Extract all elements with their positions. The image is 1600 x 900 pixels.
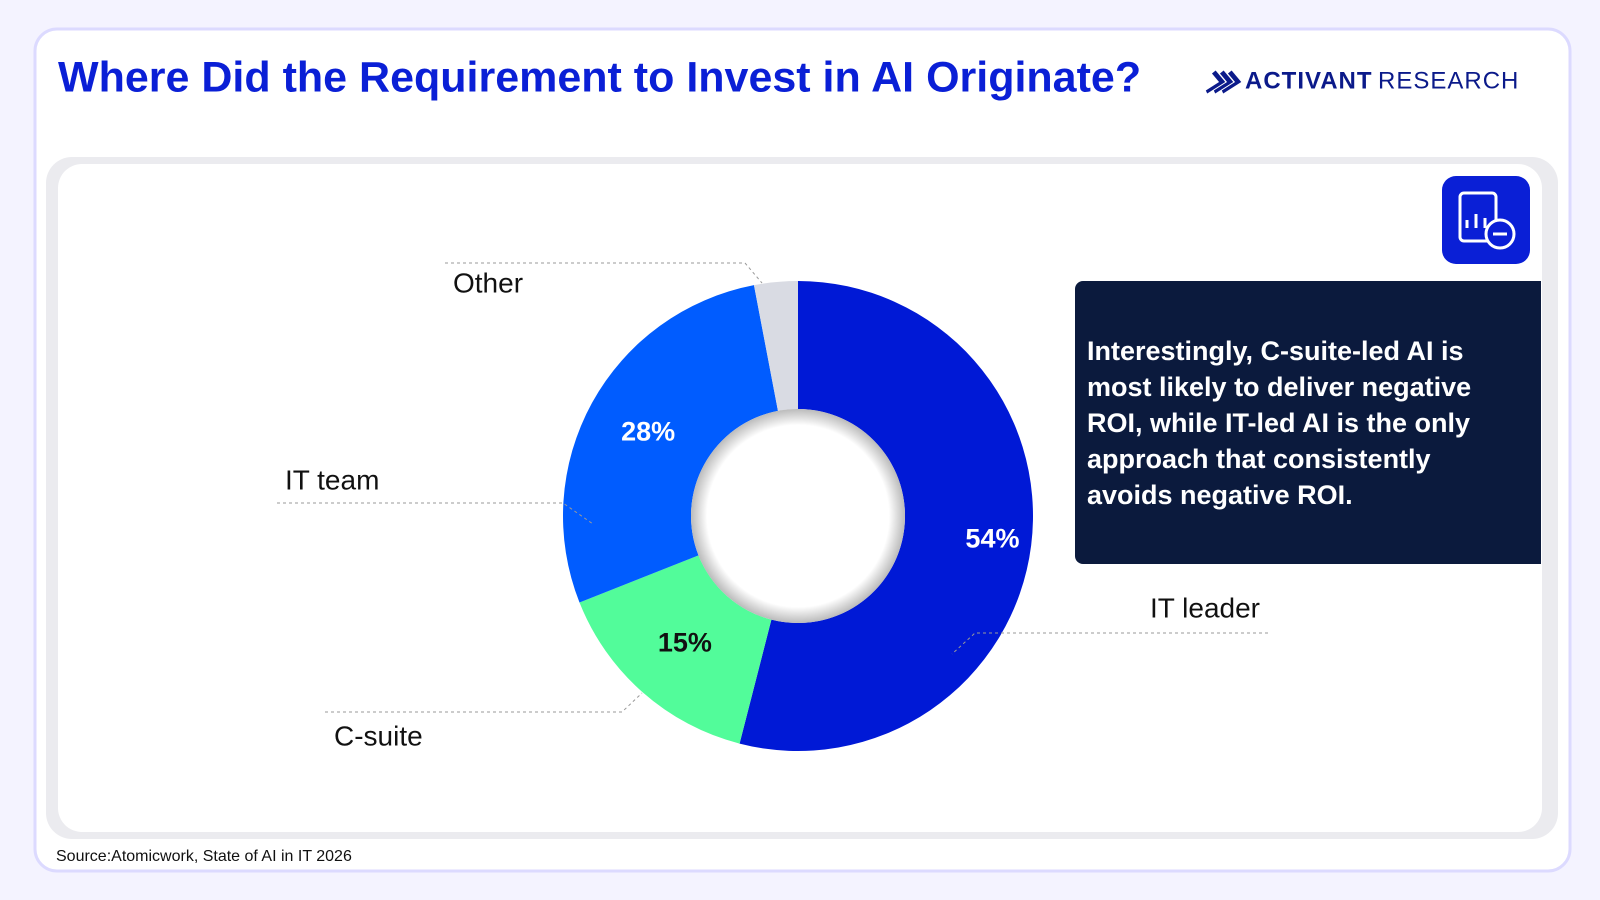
value-label: 28%: [621, 417, 675, 447]
icon: [1442, 176, 1530, 264]
slice: [739, 281, 1033, 751]
annotation: Interestingly, C-suite-led AI is most li…: [1075, 281, 1541, 564]
category-label: Other: [453, 267, 523, 298]
value-label: 54%: [965, 524, 1019, 554]
brand-sub: RESEARCH: [1378, 67, 1519, 94]
leader-line: [445, 262, 763, 284]
chart-title: Where Did the Requirement to Invest in A…: [58, 53, 1141, 101]
slice: [753, 281, 798, 411]
brand-logo: [1205, 70, 1242, 94]
leader-line: [951, 632, 1268, 655]
value-label: 15%: [658, 627, 712, 657]
category-label: IT team: [285, 464, 379, 495]
category-label: IT leader: [1150, 592, 1260, 623]
slice: [563, 285, 778, 603]
brand-name: ACTIVANT: [1245, 67, 1373, 94]
source: Source:Atomicwork, State of AI in IT 202…: [56, 848, 352, 865]
donut-hole: [691, 409, 905, 623]
slice: [579, 555, 772, 744]
leader-line: [325, 692, 643, 713]
category-label: C-suite: [334, 720, 423, 751]
